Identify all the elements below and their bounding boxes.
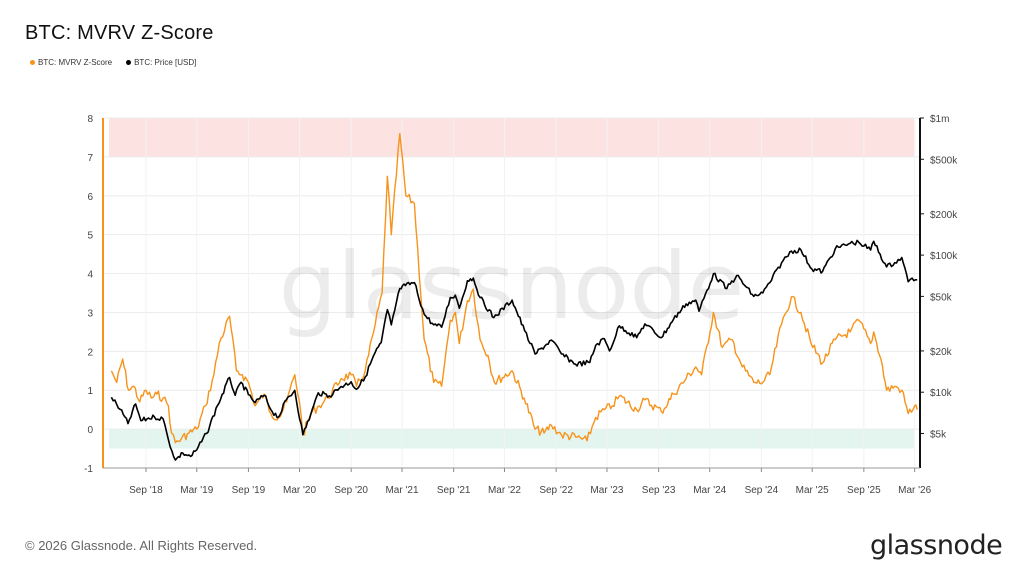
x-axis-tick-label: Sep '18 [129, 485, 163, 496]
right-axis-tick-label: $5k [930, 429, 947, 440]
left-axis-tick-label: 6 [87, 192, 93, 203]
left-axis-tick-label: 4 [87, 270, 93, 281]
chart-title: BTC: MVRV Z-Score [25, 22, 214, 44]
x-axis-tick-label: Sep '23 [642, 485, 676, 496]
legend-label-price: BTC: Price [USD] [134, 58, 197, 67]
x-axis-tick-label: Sep '22 [539, 485, 573, 496]
copyright-text: © 2026 Glassnode. All Rights Reserved. [25, 538, 258, 553]
left-axis-tick-label: 1 [87, 386, 93, 397]
zscore-series-line [110, 132, 918, 444]
x-axis-tick-label: Mar '21 [385, 485, 418, 496]
right-axis-tick-label: $100k [930, 251, 958, 262]
x-axis-tick-label: Sep '21 [437, 485, 471, 496]
x-axis-tick-label: Mar '19 [180, 485, 213, 496]
legend-item-zscore[interactable]: BTC: MVRV Z-Score [30, 58, 112, 67]
x-axis-tick-label: Mar '22 [488, 485, 521, 496]
x-axis-tick-label: Mar '25 [796, 485, 829, 496]
x-axis-tick-label: Sep '24 [745, 485, 779, 496]
green-zone-band [109, 429, 914, 449]
x-axis-tick-label: Sep '20 [334, 485, 368, 496]
red-zone-band [109, 118, 914, 157]
x-axis-tick-label: Sep '19 [232, 485, 266, 496]
right-axis-tick-label: $1m [930, 114, 949, 125]
right-axis-tick-label: $10k [930, 388, 953, 399]
legend-swatch-zscore [30, 60, 35, 65]
left-axis-tick-label: -1 [84, 464, 93, 475]
right-axis-tick-label: $200k [930, 210, 958, 221]
right-axis-tick-label: $500k [930, 155, 958, 166]
left-axis-tick-label: 8 [87, 114, 93, 125]
x-axis-tick-label: Mar '26 [898, 485, 931, 496]
x-axis-tick-label: Mar '20 [283, 485, 316, 496]
price-series-line [110, 239, 918, 461]
legend-label-zscore: BTC: MVRV Z-Score [38, 58, 113, 67]
left-axis-tick-label: 7 [87, 153, 93, 164]
legend-item-price[interactable]: BTC: Price [USD] [126, 58, 196, 67]
x-axis-tick-label: Mar '24 [693, 485, 726, 496]
x-axis-tick-label: Sep '25 [847, 485, 881, 496]
left-axis-tick-label: 2 [87, 347, 93, 358]
left-axis-tick-label: 3 [87, 308, 93, 319]
left-axis-tick-label: 0 [87, 425, 93, 436]
chart-legend: BTC: MVRV Z-Score BTC: Price [USD] [30, 58, 196, 67]
glassnode-logo[interactable]: glassnode [870, 530, 1003, 561]
left-axis-tick-label: 5 [87, 231, 93, 242]
legend-swatch-price [126, 60, 132, 65]
x-axis-tick-label: Mar '23 [590, 485, 623, 496]
right-axis-tick-label: $20k [930, 347, 953, 358]
right-axis-tick-label: $50k [930, 292, 953, 303]
watermark-text: glassnode [279, 233, 745, 340]
